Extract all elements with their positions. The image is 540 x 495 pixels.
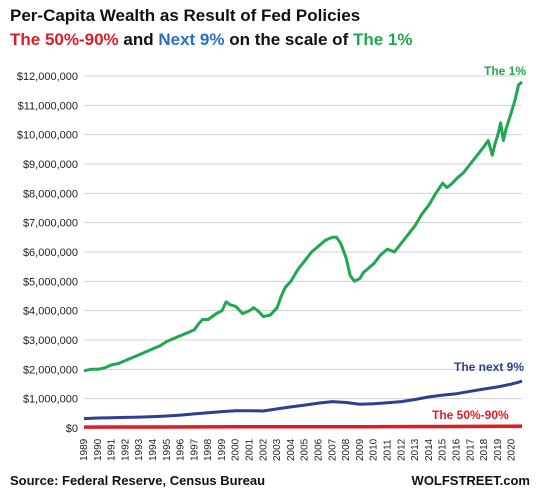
x-tick-label: 2017 [465,438,476,461]
x-tick-label: 2005 [300,438,311,461]
x-tick-label: 1996 [176,438,187,461]
brand-label: WOLFSTREET.com [411,473,530,488]
x-tick-label: 2010 [369,438,380,461]
chart-title: Per-Capita Wealth as Result of Fed Polic… [10,6,361,25]
series-labels: The 1% The next 9% The 50%-90% [432,64,526,422]
x-tick-label: 1994 [148,438,159,461]
subtitle-scale: on the scale of [224,30,353,49]
source-note: Source: Federal Reserve, Census Bureau [10,473,266,488]
x-tick-label: 2014 [424,438,435,461]
x-tick-label: 1999 [217,438,228,461]
x-tick-label: 2000 [231,438,242,461]
series-group [83,80,523,429]
x-tick-label: 1997 [189,438,200,461]
chart-subtitle: The 50%-90% and Next 9% on the scale of … [10,30,413,50]
x-tick-label: 2006 [314,438,325,461]
x-tick-label: 2004 [286,438,297,461]
x-tick-label: 2013 [410,438,421,461]
y-tick-label: $5,000,000 [23,276,78,288]
x-tick-label: 1993 [134,438,145,461]
x-axis-ticks: 1989 1990 1991 1992 1993 1994 1995 1996 1997 1998… [79,438,518,461]
x-tick-label: 2019 [493,438,504,461]
subtitle-50-90: The 50%-90% [10,30,119,49]
x-tick-label: 1989 [79,438,90,461]
y-tick-label: $4,000,000 [23,306,78,318]
series-line-the-1- [83,80,523,373]
y-axis-ticks: $0 $1,000,000 $2,000,000 $3,000,000 $4,000,0… [17,71,78,435]
y-tick-label: $10,000,000 [17,130,78,142]
x-tick-label: 2015 [438,438,449,461]
x-tick-label: 2016 [451,438,462,461]
x-tick-label: 2011 [382,439,393,461]
x-tick-label: 1995 [162,438,173,461]
y-tick-label: $11,000,000 [18,100,78,112]
x-tick-label: 1998 [203,438,214,461]
x-tick-label: 1992 [120,438,131,461]
y-tick-label: $0 [66,423,78,435]
y-tick-label: $12,000,000 [17,71,78,83]
x-tick-label: 1990 [93,438,104,461]
y-tick-label: $6,000,000 [23,247,78,259]
x-tick-label: 2001 [245,438,256,461]
grid-lines [84,75,522,429]
y-tick-label: $8,000,000 [23,188,78,200]
x-tick-label: 2003 [272,438,283,461]
y-tick-label: $7,000,000 [23,218,78,230]
x-tick-label: 2018 [479,438,490,461]
y-tick-label: $2,000,000 [23,364,78,376]
series-label: The next 9% [454,360,524,374]
x-tick-label: 1991 [107,438,118,461]
x-tick-label: 2002 [258,438,269,461]
series-line-the-next-9- [83,379,523,421]
y-tick-label: $3,000,000 [23,335,78,347]
y-tick-label: $9,000,000 [23,159,78,171]
x-tick-label: 2009 [355,438,366,461]
y-tick-label: $1,000,000 [23,394,78,406]
subtitle-top1: The 1% [352,30,413,49]
subtitle-next9: Next 9% [158,30,225,49]
series-line-the-50-90- [83,424,523,429]
x-tick-label: 2007 [327,438,338,461]
subtitle-and: and [118,30,159,49]
x-tick-label: 2020 [507,438,518,461]
x-tick-label: 2008 [341,438,352,461]
series-label: The 50%-90% [432,408,509,422]
x-tick-label: 2012 [396,438,407,461]
series-label: The 1% [484,64,526,78]
